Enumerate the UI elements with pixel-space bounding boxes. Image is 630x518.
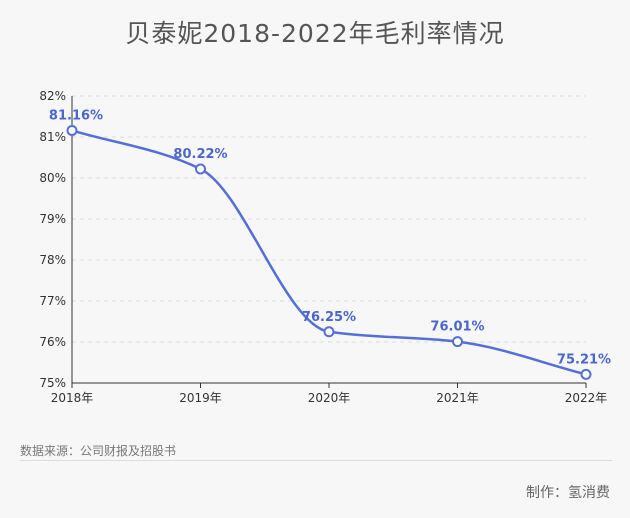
- y-tick-label: 82%: [39, 89, 66, 103]
- y-tick-label: 77%: [39, 294, 66, 308]
- data-label: 81.16%: [49, 108, 103, 123]
- x-tick-label: 2020年: [308, 391, 351, 405]
- data-label: 75.21%: [557, 352, 611, 367]
- x-tick-label: 2021年: [436, 391, 479, 405]
- credit: 制作：氢消费: [526, 485, 610, 501]
- data-point: [323, 326, 335, 338]
- y-tick-label: 79%: [39, 212, 66, 226]
- y-tick-label: 78%: [39, 253, 66, 267]
- data-points: [66, 124, 592, 380]
- data-point: [452, 336, 463, 348]
- x-tick-label: 2022年: [565, 391, 608, 405]
- y-tick-label: 80%: [39, 171, 66, 185]
- series-line: [71, 129, 587, 376]
- data-source: 数据来源：公司财报及招股书: [20, 444, 177, 458]
- line-chart: 75% 76% 77% 78% 79% 80% 81% 82% 2018年 2019年 2020年…: [39, 89, 611, 405]
- source-divider: [20, 460, 612, 461]
- x-tick-label: 2019年: [179, 391, 222, 405]
- data-point: [195, 163, 206, 175]
- data-point: [580, 368, 592, 380]
- y-tick-label: 76%: [39, 335, 66, 349]
- x-axis: 2018年 2019年 2020年 2021年 2022年: [51, 382, 608, 405]
- data-label: 80.22%: [173, 147, 227, 162]
- data-label: 76.25%: [302, 310, 356, 325]
- data-point: [66, 124, 78, 136]
- x-tick-label: 2018年: [51, 391, 94, 405]
- gridlines: [72, 95, 586, 343]
- y-axis: 75% 76% 77% 78% 79% 80% 81% 82%: [39, 89, 73, 390]
- data-labels: 81.16% 80.22% 76.25% 76.01% 75.21%: [49, 108, 611, 367]
- data-label: 76.01%: [430, 320, 484, 335]
- y-tick-label: 75%: [39, 376, 66, 390]
- y-tick-label: 81%: [39, 130, 66, 144]
- chart-title: 贝泰妮2018-2022年毛利率情况: [125, 19, 505, 48]
